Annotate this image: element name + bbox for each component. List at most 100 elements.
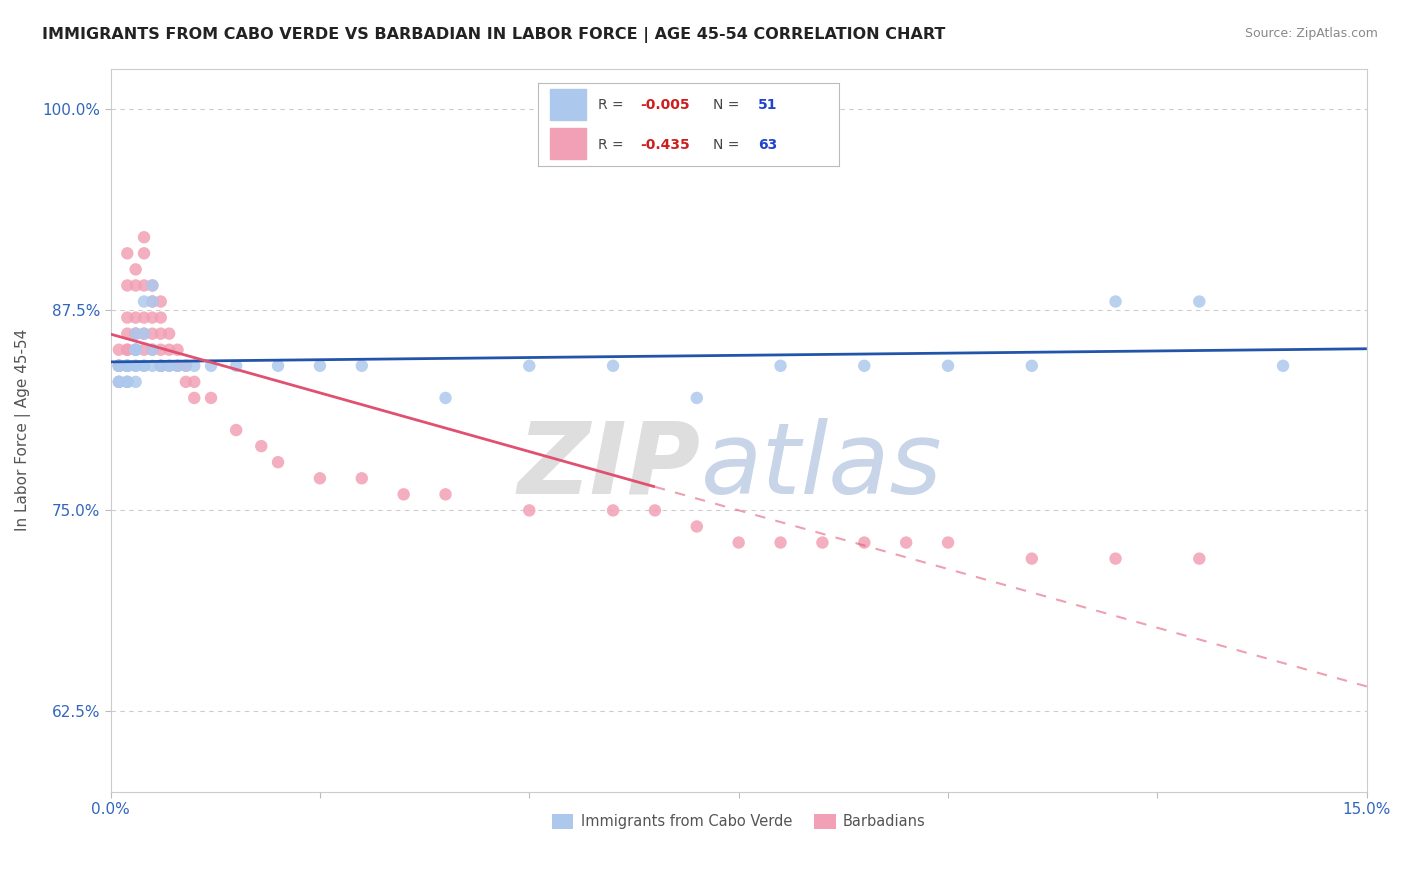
Point <box>124 359 146 373</box>
Point <box>117 359 139 373</box>
Point <box>309 359 332 373</box>
Point <box>1104 294 1126 309</box>
Point <box>132 230 155 244</box>
Point <box>108 359 131 373</box>
Point <box>1272 359 1295 373</box>
Point <box>132 246 155 260</box>
Point <box>141 310 163 325</box>
Point <box>250 439 273 453</box>
Point <box>183 391 205 405</box>
Point <box>117 246 139 260</box>
Point <box>853 535 876 549</box>
Point <box>117 359 139 373</box>
Point <box>157 343 180 357</box>
Y-axis label: In Labor Force | Age 45-54: In Labor Force | Age 45-54 <box>15 329 31 532</box>
Point <box>132 326 155 341</box>
Point <box>117 343 139 357</box>
Point <box>117 278 139 293</box>
Point <box>149 310 172 325</box>
Point <box>602 359 624 373</box>
Point <box>1188 551 1211 566</box>
Point <box>686 391 709 405</box>
Point <box>166 343 188 357</box>
Point <box>149 359 172 373</box>
Point <box>141 278 163 293</box>
Point <box>200 359 222 373</box>
Point <box>350 471 373 485</box>
Point <box>117 359 139 373</box>
Point <box>896 535 918 549</box>
Point <box>769 359 792 373</box>
Point <box>141 359 163 373</box>
Point <box>132 359 155 373</box>
Point <box>225 423 247 437</box>
Point <box>517 503 540 517</box>
Text: IMMIGRANTS FROM CABO VERDE VS BARBADIAN IN LABOR FORCE | AGE 45-54 CORRELATION C: IMMIGRANTS FROM CABO VERDE VS BARBADIAN … <box>42 27 946 43</box>
Point <box>149 343 172 357</box>
Point <box>225 359 247 373</box>
Point <box>174 375 197 389</box>
Point <box>117 375 139 389</box>
Point <box>183 359 205 373</box>
Text: atlas: atlas <box>702 417 942 515</box>
Point <box>117 375 139 389</box>
Point <box>811 535 834 549</box>
Point <box>166 359 188 373</box>
Point <box>267 359 290 373</box>
Point <box>141 294 163 309</box>
Point <box>644 503 666 517</box>
Text: ZIP: ZIP <box>517 417 702 515</box>
Point <box>124 343 146 357</box>
Point <box>124 310 146 325</box>
Point <box>267 455 290 469</box>
Point <box>132 326 155 341</box>
Point <box>1104 551 1126 566</box>
Point <box>132 359 155 373</box>
Point <box>132 294 155 309</box>
Point <box>166 359 188 373</box>
Point <box>174 359 197 373</box>
Point <box>141 326 163 341</box>
Point <box>936 359 959 373</box>
Point <box>149 359 172 373</box>
Point <box>117 310 139 325</box>
Point <box>149 359 172 373</box>
Point <box>727 535 749 549</box>
Point <box>309 471 332 485</box>
Point <box>141 343 163 357</box>
Point <box>602 503 624 517</box>
Point <box>124 262 146 277</box>
Point <box>108 359 131 373</box>
Point <box>108 359 131 373</box>
Point <box>1021 551 1043 566</box>
Point <box>108 359 131 373</box>
Point <box>108 375 131 389</box>
Point <box>108 375 131 389</box>
Point <box>157 326 180 341</box>
Point <box>124 375 146 389</box>
Point <box>517 359 540 373</box>
Point <box>350 359 373 373</box>
Point <box>434 487 457 501</box>
Point <box>149 359 172 373</box>
Point <box>686 519 709 533</box>
Point <box>124 359 146 373</box>
Point <box>117 343 139 357</box>
Point <box>124 326 146 341</box>
Point <box>149 294 172 309</box>
Point <box>132 310 155 325</box>
Point <box>108 359 131 373</box>
Point <box>141 294 163 309</box>
Point <box>124 278 146 293</box>
Point <box>183 375 205 389</box>
Point <box>124 343 146 357</box>
Point <box>108 343 131 357</box>
Point <box>124 343 146 357</box>
Point <box>117 359 139 373</box>
Point <box>124 326 146 341</box>
Point <box>108 375 131 389</box>
Point <box>141 278 163 293</box>
Point <box>132 278 155 293</box>
Point <box>124 343 146 357</box>
Point <box>853 359 876 373</box>
